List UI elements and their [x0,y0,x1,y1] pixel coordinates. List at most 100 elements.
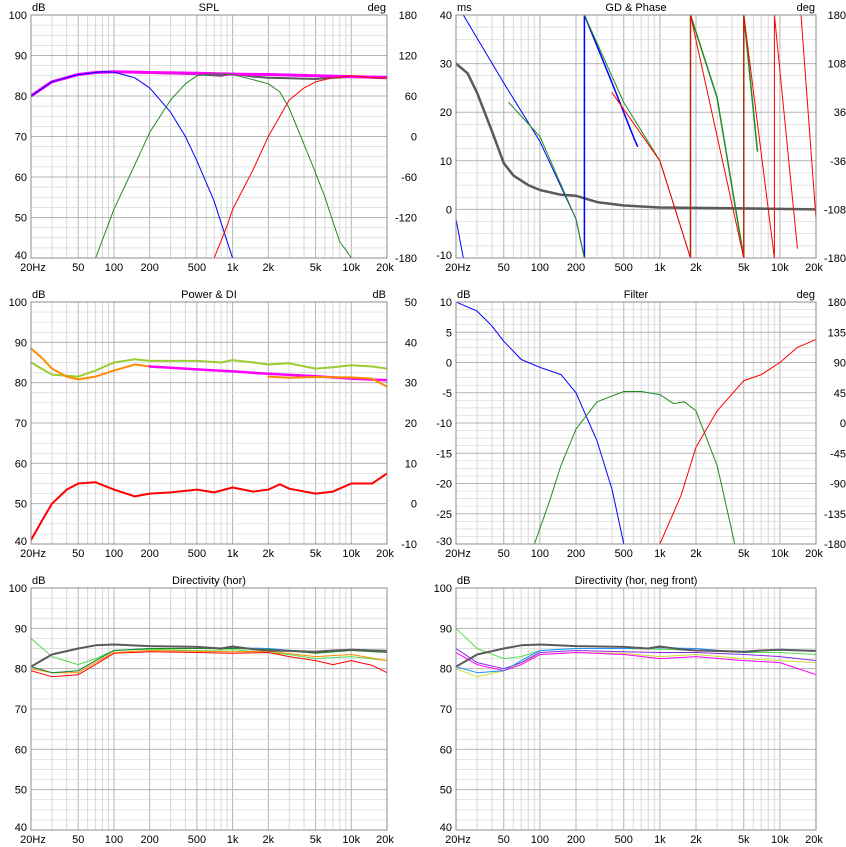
series-line [583,15,639,258]
chart-panel-4: Filter dB deg -25 -20 -15 -10 -5 0 5 10 -30 -180 -135… [436,289,846,560]
x-tick-label: 10k [771,834,789,846]
y-tick-label: 40 [15,250,27,262]
x-tick-label: 20Hz [20,262,46,274]
x-tick-label: 100 [531,548,549,560]
x-tick-label: 2k [690,548,702,560]
series-group [456,302,816,544]
chart-title: GD & Phase [605,2,666,14]
plot-frame [30,14,388,259]
x-tick-label: 100 [105,262,123,274]
x-tick-label: 20k [376,262,394,274]
x-tick-label: 200 [140,262,158,274]
x-tick-label: 20k [376,548,394,560]
right-unit-label: dB [373,289,386,301]
series-line [690,15,745,258]
x-tick-label: 5k [738,834,750,846]
y-tick-label: -20 [436,479,452,491]
left-unit-label: dB [457,575,470,587]
series-line [31,648,387,674]
chart-title: Directivity (hor, neg front) [575,575,698,587]
plot-frame [455,14,817,259]
y2-tick-label: 10 [405,458,417,470]
x-tick-label: 20Hz [20,548,46,560]
x-tick-label: 2k [263,262,275,274]
x-tick-label: 20Hz [20,834,46,846]
right-unit-label: deg [797,2,815,14]
x-tick-label: 20k [805,548,823,560]
x-tick-label: 50 [498,262,510,274]
y2-tick-label: 40 [405,337,417,349]
series-line [31,637,387,666]
y-tick-label: -10 [436,418,452,430]
series-line [456,652,816,676]
y-tick-label: 10 [440,297,452,309]
y-tick-label: 80 [440,664,452,676]
series-line [456,302,625,544]
x-tick-label: 100 [531,262,549,274]
left-unit-label: dB [32,575,45,587]
left-unit-label: dB [457,289,470,301]
series-line [659,339,816,544]
x-tick-label: 50 [498,548,510,560]
chart-panel-1: SPL dB deg 50 60 70 80 90 100 40 -180 -120 -60 0 60 120… [9,2,417,274]
x-tick-label: 10k [342,834,360,846]
y-tick-label: 80 [15,378,27,390]
y2-tick-label: 180 [828,297,846,309]
y-tick-label: -5 [442,388,452,400]
y2-tick-label: 0 [411,132,417,144]
x-tick-label: 100 [105,834,123,846]
series-line [456,643,816,668]
y2-tick-label: 36 [834,107,846,119]
y-tick-label: 5 [446,327,452,339]
y-tick-label: 20 [440,107,452,119]
y2-tick-label: -108 [824,204,846,216]
y2-tick-label: -10 [401,539,417,551]
series-group [31,70,387,258]
x-tick-label: 2k [690,262,702,274]
series-line [743,15,775,258]
plot-frame [455,587,817,831]
y-tick-label: -10 [436,250,452,262]
series-line [267,375,387,388]
x-tick-label: 1k [654,548,666,560]
right-unit-label: deg [368,2,386,14]
x-tick-label: 2k [263,548,275,560]
x-tick-label: 2k [263,834,275,846]
x-tick-label: 10k [771,548,789,560]
y-tick-label: -30 [436,536,452,548]
series-line [456,652,816,678]
y-tick-label: 70 [15,418,27,430]
chart-title: Power & DI [181,289,237,301]
series-line [456,62,816,211]
series-line [508,102,585,258]
series-line [800,15,816,220]
x-tick-label: 5k [310,262,322,274]
y-tick-label: -15 [436,448,452,460]
x-tick-label: 200 [567,262,585,274]
x-tick-label: 1k [654,834,666,846]
y-tick-label: 0 [446,204,452,216]
y2-tick-label: 45 [834,388,846,400]
x-tick-label: 5k [738,262,750,274]
x-tick-label: 5k [310,834,322,846]
y-tick-label: 50 [15,213,27,225]
x-tick-label: 20Hz [445,834,471,846]
y2-tick-label: 180 [399,10,417,22]
y-tick-label: 100 [9,583,27,595]
x-tick-label: 10k [771,262,789,274]
x-tick-label: 100 [105,548,123,560]
y2-tick-label: 135 [828,327,846,339]
y-tick-label: 60 [15,744,27,756]
x-tick-label: 1k [654,262,666,274]
x-tick-label: 5k [310,548,322,560]
y2-tick-label: 0 [411,499,417,511]
y-tick-label: 90 [15,51,27,63]
y-tick-label: 100 [434,583,452,595]
x-tick-label: 5k [738,548,750,560]
x-tick-label: 20Hz [445,262,471,274]
y2-tick-label: 60 [405,91,417,103]
series-line [611,92,691,258]
x-tick-label: 500 [615,834,633,846]
y-tick-label: 70 [440,704,452,716]
